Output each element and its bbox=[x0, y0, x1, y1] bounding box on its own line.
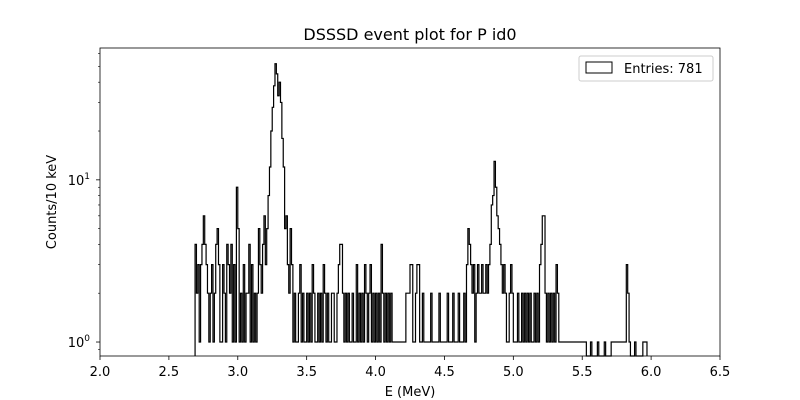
y-axis-ticks: 100 101 bbox=[68, 53, 100, 351]
x-tick-label: 3.5 bbox=[296, 365, 317, 380]
x-tick-label: 4.5 bbox=[434, 365, 455, 380]
x-tick-label: 3.0 bbox=[227, 365, 248, 380]
x-tick-label: 2.5 bbox=[159, 365, 180, 380]
x-tick-label: 2.0 bbox=[90, 365, 111, 380]
y-tick-label: 101 bbox=[68, 172, 90, 189]
y-axis-label: Counts/10 keV bbox=[45, 155, 60, 249]
histogram-step-line bbox=[194, 63, 648, 357]
x-tick-label: 6.0 bbox=[641, 365, 662, 380]
x-tick-label: 6.5 bbox=[710, 365, 731, 380]
x-axis-ticks: 2.0 2.5 3.0 3.5 4.0 4.5 5.0 5.5 6.0 6.5 bbox=[90, 356, 731, 380]
axes-frame bbox=[99, 47, 721, 357]
legend: Entries: 781 bbox=[578, 55, 714, 82]
legend-label: Entries: 781 bbox=[624, 62, 703, 77]
x-tick-label: 5.5 bbox=[572, 365, 593, 380]
x-tick-label: 5.0 bbox=[503, 365, 524, 380]
plot-area: 2.0 2.5 3.0 3.5 4.0 4.5 5.0 5.5 6.0 6.5 100 101 bbox=[68, 47, 731, 380]
chart-title: DSSSD event plot for P id0 bbox=[303, 25, 516, 44]
legend-swatch bbox=[585, 61, 613, 74]
y-tick-label: 100 bbox=[68, 334, 91, 351]
x-axis-label: E (MeV) bbox=[385, 385, 436, 400]
x-tick-label: 4.0 bbox=[365, 365, 386, 380]
